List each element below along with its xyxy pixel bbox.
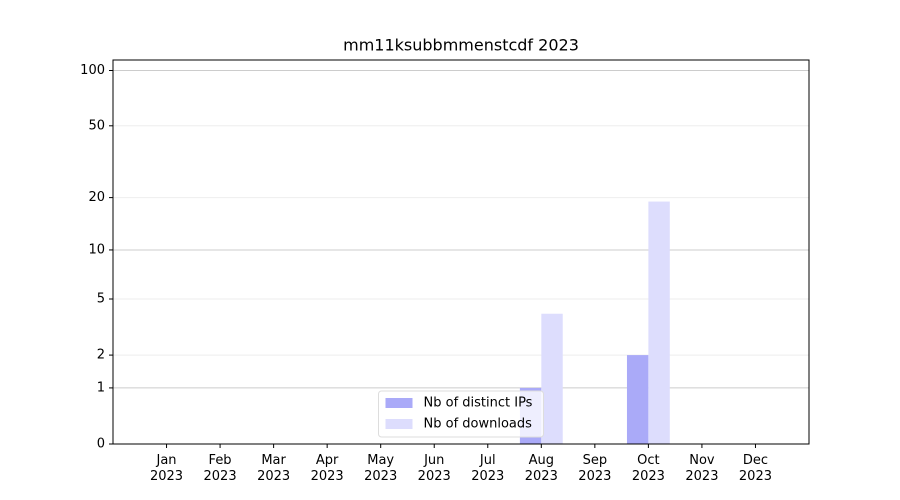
y-tick-label: 20 (88, 190, 105, 205)
plot-frame (112, 59, 810, 445)
x-tick-label: Nov 2023 (685, 453, 719, 484)
x-tick-label: Sep 2023 (578, 453, 612, 484)
x-tick-label: Jul 2023 (471, 453, 505, 484)
y-tick-label: 0 (97, 437, 105, 452)
legend-label: Nb of distinct IPs (424, 396, 533, 411)
y-tick-label: 2 (97, 348, 105, 363)
bar (541, 313, 563, 444)
x-tick-label: Aug 2023 (524, 453, 558, 484)
y-tick-label: 100 (80, 63, 105, 78)
legend-label: Nb of downloads (424, 417, 533, 432)
y-tick-label: 50 (88, 118, 105, 133)
x-tick-label: Apr 2023 (310, 453, 344, 484)
legend-swatch (385, 419, 413, 429)
legend-swatch (385, 398, 413, 408)
x-tick-label: Dec 2023 (738, 453, 772, 484)
x-tick-label: Jun 2023 (417, 453, 451, 484)
x-tick-label: May 2023 (364, 453, 398, 484)
bar (648, 201, 670, 444)
x-tick-label: Oct 2023 (631, 453, 665, 484)
bar (626, 355, 649, 444)
legend-box (378, 390, 544, 438)
y-tick-label: 10 (88, 242, 105, 257)
chart-title: mm11ksubbmmenstcdf 2023 (343, 36, 579, 55)
x-tick-label: Feb 2023 (203, 453, 237, 484)
x-tick-label: Jan 2023 (149, 453, 184, 484)
y-tick-label: 5 (97, 291, 105, 306)
x-tick-label: Mar 2023 (257, 453, 291, 484)
y-tick-label: 1 (97, 380, 105, 395)
